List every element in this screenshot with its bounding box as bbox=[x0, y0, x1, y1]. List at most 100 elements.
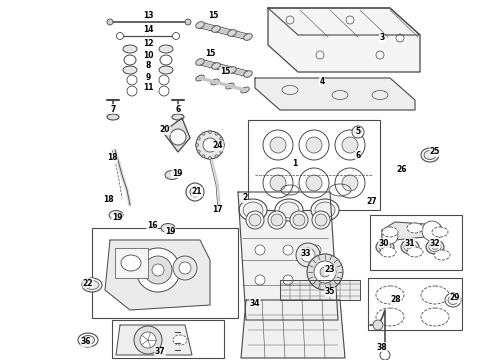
Ellipse shape bbox=[159, 66, 173, 74]
Text: 19: 19 bbox=[172, 168, 182, 177]
Circle shape bbox=[306, 137, 322, 153]
Text: 19: 19 bbox=[165, 228, 175, 237]
Text: 22: 22 bbox=[83, 279, 93, 288]
Ellipse shape bbox=[121, 255, 141, 271]
Ellipse shape bbox=[81, 336, 95, 345]
Ellipse shape bbox=[249, 214, 261, 226]
Circle shape bbox=[314, 261, 336, 283]
Polygon shape bbox=[238, 192, 338, 320]
Text: 14: 14 bbox=[143, 24, 153, 33]
Circle shape bbox=[159, 75, 169, 85]
Circle shape bbox=[373, 320, 383, 330]
Text: 2: 2 bbox=[243, 194, 247, 202]
Circle shape bbox=[202, 132, 205, 135]
Ellipse shape bbox=[123, 66, 137, 74]
Text: 29: 29 bbox=[450, 293, 460, 302]
Circle shape bbox=[355, 129, 361, 135]
Circle shape bbox=[203, 138, 217, 152]
Circle shape bbox=[209, 157, 212, 159]
Ellipse shape bbox=[226, 83, 234, 89]
Circle shape bbox=[197, 137, 200, 140]
Ellipse shape bbox=[311, 199, 339, 221]
Circle shape bbox=[255, 245, 265, 255]
Circle shape bbox=[215, 155, 218, 158]
Circle shape bbox=[172, 32, 179, 40]
Circle shape bbox=[196, 144, 198, 147]
Text: 20: 20 bbox=[160, 126, 170, 135]
Text: 10: 10 bbox=[143, 50, 153, 59]
Circle shape bbox=[185, 19, 191, 25]
Text: 6: 6 bbox=[355, 150, 361, 159]
Ellipse shape bbox=[376, 308, 404, 326]
Circle shape bbox=[299, 168, 329, 198]
Ellipse shape bbox=[107, 114, 119, 120]
Ellipse shape bbox=[228, 30, 236, 36]
Circle shape bbox=[170, 129, 186, 145]
Circle shape bbox=[220, 150, 223, 153]
Circle shape bbox=[136, 248, 180, 292]
Circle shape bbox=[255, 275, 265, 285]
Polygon shape bbox=[255, 78, 415, 110]
Circle shape bbox=[197, 150, 200, 153]
Circle shape bbox=[335, 168, 365, 198]
Polygon shape bbox=[382, 222, 445, 250]
Circle shape bbox=[307, 254, 343, 290]
Ellipse shape bbox=[160, 55, 172, 65]
Circle shape bbox=[202, 155, 205, 158]
Text: 32: 32 bbox=[430, 238, 440, 248]
Ellipse shape bbox=[268, 211, 286, 229]
Text: 13: 13 bbox=[143, 10, 153, 19]
Circle shape bbox=[301, 248, 315, 262]
Circle shape bbox=[283, 245, 293, 255]
Ellipse shape bbox=[445, 293, 461, 307]
Circle shape bbox=[270, 137, 286, 153]
Circle shape bbox=[270, 175, 286, 191]
Ellipse shape bbox=[109, 211, 123, 220]
Circle shape bbox=[335, 130, 365, 160]
Circle shape bbox=[209, 130, 212, 134]
Ellipse shape bbox=[421, 148, 439, 162]
Ellipse shape bbox=[196, 59, 204, 65]
Bar bbox=[115, 248, 148, 278]
Bar bbox=[368, 278, 462, 330]
Ellipse shape bbox=[173, 335, 187, 345]
Circle shape bbox=[190, 187, 200, 197]
Circle shape bbox=[306, 175, 322, 191]
Text: 15: 15 bbox=[205, 49, 215, 58]
Text: 15: 15 bbox=[220, 68, 230, 77]
Circle shape bbox=[127, 86, 137, 96]
Ellipse shape bbox=[246, 211, 264, 229]
Text: 27: 27 bbox=[367, 198, 377, 207]
Text: 4: 4 bbox=[319, 77, 325, 86]
Text: 35: 35 bbox=[325, 288, 335, 297]
Text: 37: 37 bbox=[155, 347, 165, 356]
Ellipse shape bbox=[78, 333, 98, 347]
Circle shape bbox=[127, 75, 137, 85]
Ellipse shape bbox=[279, 202, 299, 218]
Bar bbox=[112, 320, 224, 358]
Ellipse shape bbox=[382, 244, 388, 249]
Ellipse shape bbox=[244, 71, 252, 77]
Text: 15: 15 bbox=[208, 12, 218, 21]
Ellipse shape bbox=[212, 63, 220, 69]
Circle shape bbox=[140, 332, 156, 348]
Ellipse shape bbox=[429, 243, 441, 252]
Text: 30: 30 bbox=[379, 238, 389, 248]
Bar bbox=[92, 228, 238, 318]
Text: 18: 18 bbox=[107, 153, 117, 162]
Text: 6: 6 bbox=[175, 104, 181, 113]
Ellipse shape bbox=[243, 202, 263, 218]
Ellipse shape bbox=[421, 286, 449, 304]
Text: 21: 21 bbox=[192, 188, 202, 197]
Polygon shape bbox=[268, 8, 420, 72]
Circle shape bbox=[311, 275, 321, 285]
Text: 25: 25 bbox=[430, 148, 440, 157]
Ellipse shape bbox=[424, 150, 436, 159]
Text: 28: 28 bbox=[391, 296, 401, 305]
Ellipse shape bbox=[165, 171, 179, 180]
Text: 12: 12 bbox=[143, 39, 153, 48]
Ellipse shape bbox=[271, 214, 283, 226]
Ellipse shape bbox=[376, 240, 394, 254]
Ellipse shape bbox=[196, 22, 204, 28]
Polygon shape bbox=[241, 300, 345, 358]
